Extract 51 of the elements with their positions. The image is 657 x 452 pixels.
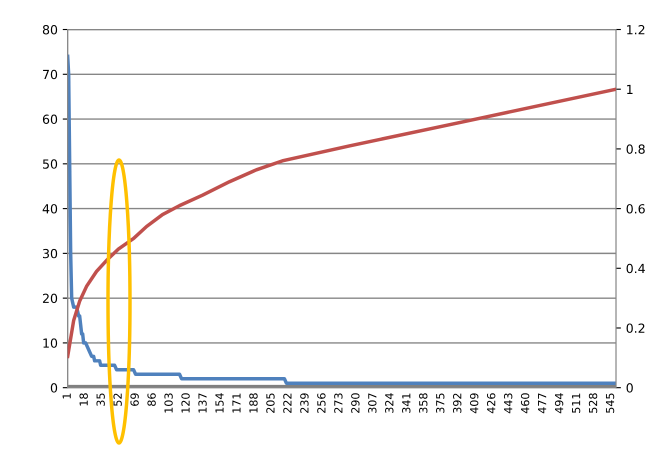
x-tick-label: 460 [520,393,530,414]
y2-tick-label: 0 [626,383,633,393]
x-tick-label: 307 [368,393,377,413]
y-tick-label: 80 [42,24,58,34]
x-tick-label: 409 [470,393,478,414]
x-tick-label: 477 [538,393,546,414]
x-tick-label: 358 [419,393,428,413]
y-tick-label: 40 [42,204,58,214]
x-tick-label: 375 [436,394,444,413]
x-tick-label: 137 [198,393,207,413]
y-tick-label: 0 [50,383,58,393]
x-tick-label: 341 [402,394,410,413]
y-tick-label: 20 [42,294,58,304]
y-tick-label: 50 [43,159,58,169]
x-tick-label: 273 [334,393,343,413]
x-tick-label: 324 [385,393,394,413]
y2-tick-label: 1 [627,84,633,94]
x-tick-label: 205 [266,394,275,413]
x-tick-label: 392 [453,394,462,413]
x-tick-label: 188 [249,393,258,413]
y2-tick-label: 0.2 [626,323,644,333]
x-tick-label: 222 [283,394,292,413]
x-tick-label: 154 [215,393,224,413]
y-tick-label: 30 [42,248,58,258]
y2-tick-label: 1.2 [627,24,644,34]
x-tick-label: 511 [572,394,580,413]
line-series [68,87,616,358]
x-tick-label: 103 [164,393,173,413]
x-tick-label: 494 [554,393,564,414]
y2-tick-label: 0.6 [626,204,645,214]
x-tick-label: 120 [181,393,190,413]
x-tick-label: 256 [317,393,326,413]
x-tick-label: 35 [96,394,105,406]
y-tick-label: 10 [43,338,58,348]
x-tick-label: 545 [606,394,614,413]
y2-tick-label: 0.8 [626,144,645,154]
x-tick-label: 528 [588,393,598,413]
x-tick-label: 52 [113,394,122,406]
x-tick-label: 171 [232,394,241,413]
x-tick-label: 18 [79,393,88,406]
x-tick-label: 290 [351,393,360,413]
x-tick-label: 86 [147,393,156,406]
x-tick-label: 1 [62,394,71,398]
y2-tick-label: 0.4 [626,264,645,274]
x-tick-label: 443 [504,393,512,414]
x-tick-label: 239 [300,393,309,413]
x-tick-label: 426 [486,393,496,414]
x-tick-label: 69 [130,393,139,406]
line-series [68,54,616,385]
y-tick-label: 70 [43,70,58,80]
y-tick-label: 60 [42,114,58,124]
